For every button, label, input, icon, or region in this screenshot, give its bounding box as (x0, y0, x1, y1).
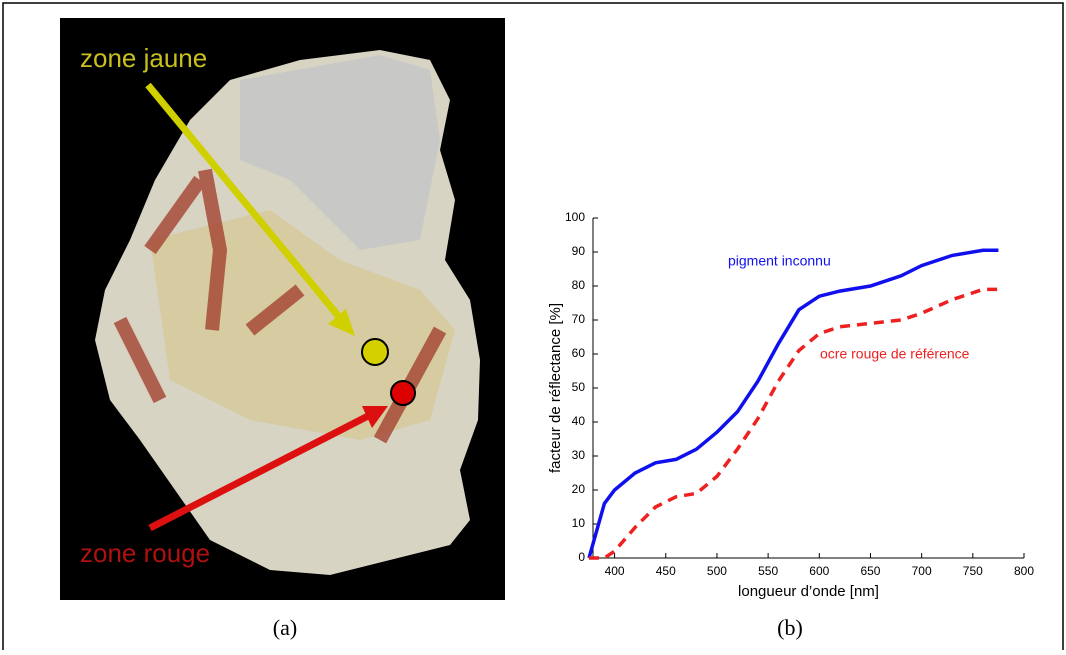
x-tick-label: 450 (656, 564, 676, 578)
arrow-rouge (148, 412, 370, 532)
x-tick-label: 400 (605, 564, 625, 578)
series-label: ocre rouge de référence (820, 346, 970, 362)
x-tick-label: 500 (707, 564, 727, 578)
y-tick-label: 60 (572, 346, 586, 360)
series-line (587, 248, 999, 559)
fragment-top (240, 55, 440, 250)
x-tick-label: 800 (1014, 564, 1034, 578)
y-tick-label: 50 (572, 380, 586, 394)
y-tick-label: 0 (578, 550, 585, 564)
x-tick-label: 600 (809, 564, 829, 578)
series-line (589, 287, 999, 560)
y-tick-label: 30 (572, 448, 586, 462)
red-stains (113, 168, 447, 444)
y-tick-label: 20 (572, 482, 586, 496)
y-tick-label: 40 (572, 414, 586, 428)
label-jaune: zone jaune (80, 43, 207, 73)
x-tick-label: 700 (912, 564, 932, 578)
arrow-jaune (145, 82, 343, 321)
y-tick-label: 10 (572, 516, 586, 530)
caption-a: (a) (273, 615, 297, 640)
y-tick-label: 100 (565, 210, 585, 224)
arrow-head-jaune (328, 309, 355, 336)
y-tick-label: 90 (572, 244, 586, 258)
y-tick-label: 80 (572, 278, 586, 292)
marker-jaune (361, 338, 389, 366)
x-tick-label: 750 (963, 564, 983, 578)
series-label: pigment inconnu (728, 253, 831, 269)
marker-rouge (390, 380, 416, 406)
yellow-area (150, 210, 455, 440)
x-tick-label: 650 (860, 564, 880, 578)
label-rouge: zone rouge (80, 538, 210, 568)
x-axis-label: longueur d’onde [nm] (738, 583, 879, 600)
x-tick-label: 550 (758, 564, 778, 578)
arrow-head-rouge (362, 406, 388, 428)
y-axis-label: facteur de réflectance [%] (547, 303, 564, 473)
y-tick-label: 70 (572, 312, 586, 326)
caption-b: (b) (777, 615, 803, 640)
